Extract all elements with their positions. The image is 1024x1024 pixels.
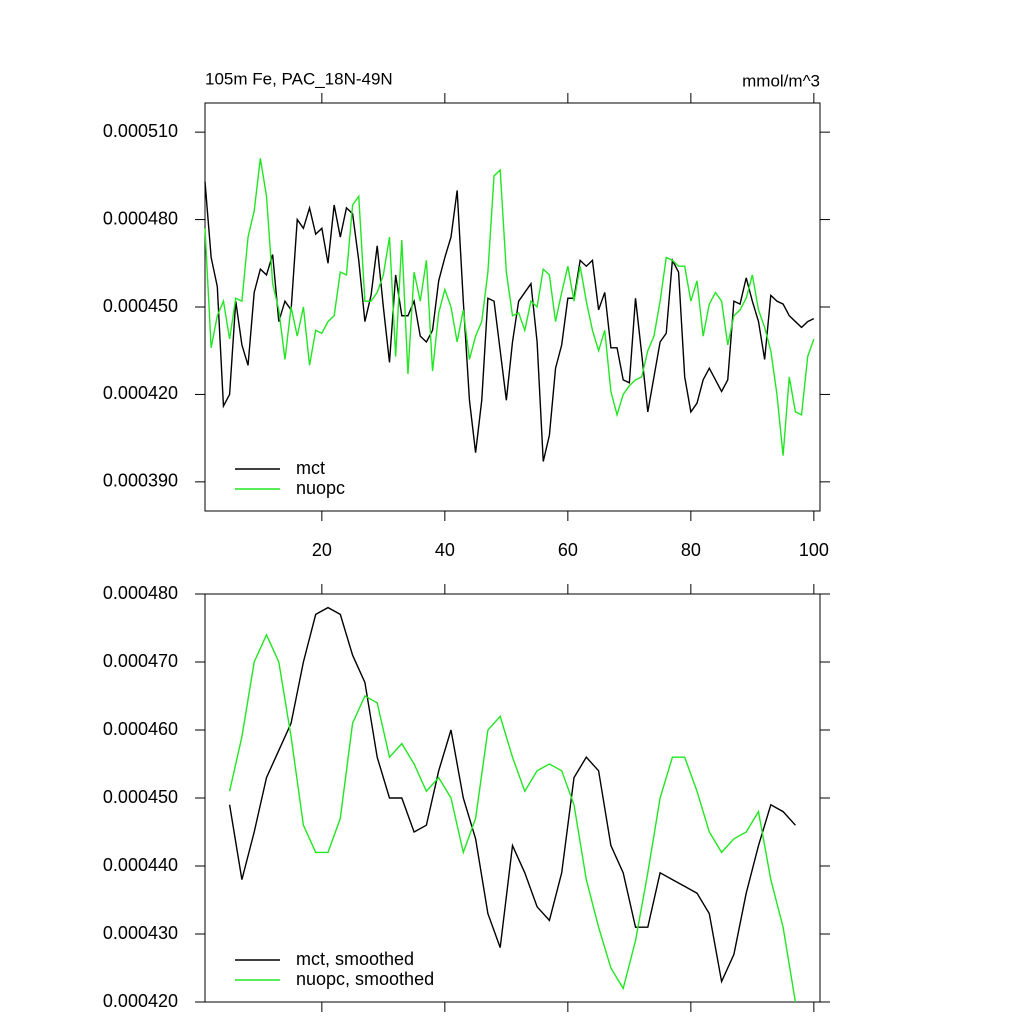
y-tick-label: 0.000480 xyxy=(103,208,178,228)
legend-label: mct, smoothed xyxy=(296,949,414,969)
y-tick-label: 0.000420 xyxy=(103,383,178,403)
legend-label: nuopc xyxy=(296,478,345,498)
series-line xyxy=(228,633,797,1003)
y-tick-label: 0.000430 xyxy=(103,923,178,943)
y-tick-label: 0.000450 xyxy=(103,296,178,316)
y-tick-label: 0.000390 xyxy=(103,471,178,491)
y-tick-label: 0.000450 xyxy=(103,787,178,807)
y-tick-label: 0.000510 xyxy=(103,121,178,141)
chart-title: 105m Fe, PAC_18N-49N xyxy=(205,69,393,88)
series-line xyxy=(228,606,796,984)
y-tick-label: 0.000480 xyxy=(103,583,178,603)
x-tick-label: 60 xyxy=(558,540,578,560)
units-label: mmol/m^3 xyxy=(742,71,820,90)
y-tick-label: 0.000440 xyxy=(103,855,178,875)
series-line xyxy=(204,181,815,462)
series-line xyxy=(204,158,815,456)
x-tick-label: 40 xyxy=(435,540,455,560)
legend-label: nuopc, smoothed xyxy=(296,969,434,989)
legend-label: mct xyxy=(296,458,325,478)
x-tick-label: 20 xyxy=(312,540,332,560)
y-tick-label: 0.000460 xyxy=(103,719,178,739)
y-tick-label: 0.000420 xyxy=(103,991,178,1011)
y-tick-label: 0.000470 xyxy=(103,651,178,671)
x-tick-label: 80 xyxy=(681,540,701,560)
x-tick-label: 100 xyxy=(799,540,829,560)
